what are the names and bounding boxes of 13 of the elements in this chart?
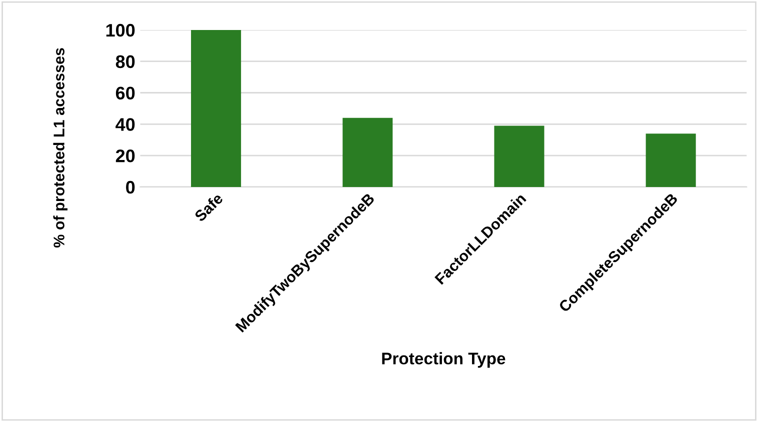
y-tick-label: 0 [126,180,135,194]
bar [646,134,696,187]
y-tick-label: 80 [116,55,135,68]
y-tick-label: 20 [116,149,135,162]
x-tick-label: Safe [194,192,224,222]
y-tick-label: 60 [116,86,135,100]
bar [494,126,544,187]
bar [342,118,393,187]
x-axis-title: Protection Type [382,352,506,368]
bar [191,30,242,187]
y-axis-title: % of protected L1 accesses [53,48,68,248]
y-tick-label: 40 [116,118,135,131]
y-tick-label: 100 [106,24,135,37]
